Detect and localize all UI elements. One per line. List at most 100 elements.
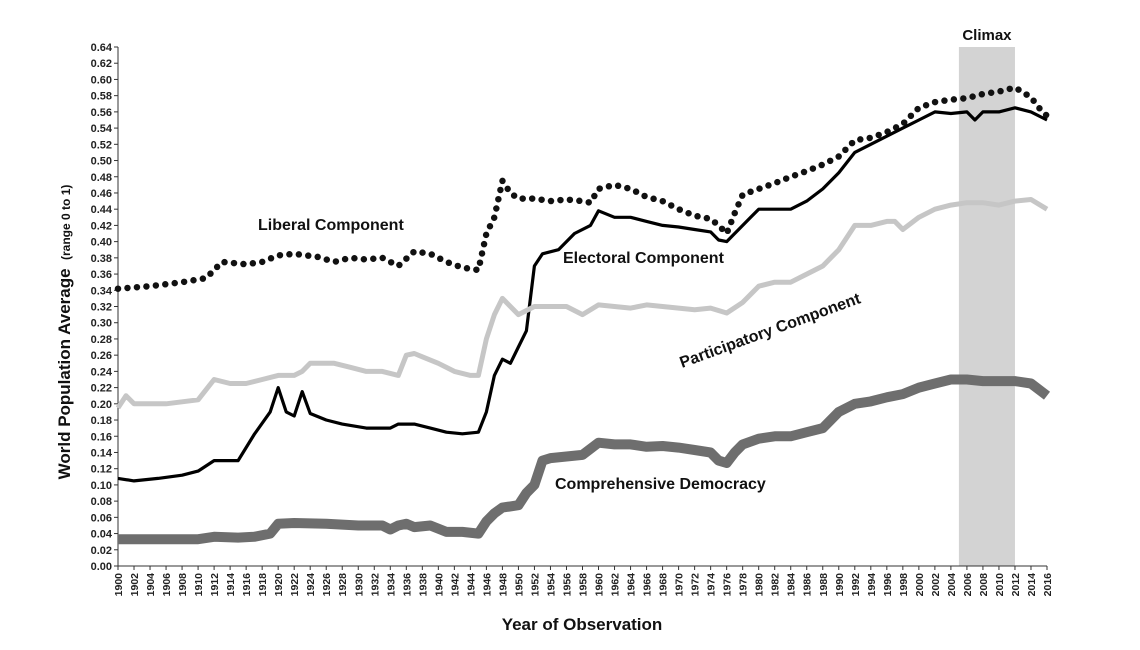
y-axis: 0.00 0.02 0.04 0.06 0.08 0.10 0.12 0.14 0.16 0.18… — [91, 42, 119, 573]
x-tick-label: 1900 — [113, 573, 125, 597]
x-tick-label: 1910 — [193, 573, 205, 597]
y-tick-label: 0.20 — [91, 399, 112, 411]
series-label-participatory: Participatory Component — [678, 290, 864, 372]
y-tick-label: 0.26 — [91, 350, 112, 362]
series-line-liberal-component — [114, 84, 1051, 292]
y-tick-label: 0.64 — [91, 42, 113, 54]
x-tick-label: 1962 — [610, 573, 622, 597]
y-tick-label: 0.18 — [91, 415, 112, 427]
x-tick-label: 1906 — [161, 573, 173, 597]
x-tick-label: 1950 — [513, 573, 525, 597]
y-tick-label: 0.12 — [91, 464, 112, 476]
y-tick-label: 0.44 — [91, 204, 113, 216]
x-tick-label: 1958 — [578, 573, 590, 597]
series-line-comprehensive-democracy — [118, 374, 1051, 545]
y-tick-label: 0.22 — [91, 383, 112, 395]
y-tick-label: 0.10 — [91, 480, 112, 492]
x-tick-label: 1966 — [642, 573, 654, 597]
y-tick-label: 0.34 — [91, 285, 113, 297]
x-tick-label: 1908 — [177, 573, 189, 597]
x-tick-label: 1918 — [257, 573, 269, 597]
y-tick-label: 0.62 — [91, 58, 112, 70]
x-tick-label: 1926 — [321, 573, 333, 597]
x-tick-label: 2008 — [978, 573, 990, 597]
x-tick-label: 1980 — [754, 573, 766, 597]
series-label-comprehensive: Comprehensive Democracy — [555, 476, 766, 493]
y-axis-title: World Population Average (range 0 to 1) — [55, 185, 74, 480]
y-tick-label: 0.30 — [91, 318, 112, 330]
x-tick-label: 1904 — [145, 573, 157, 597]
x-tick-label: 1956 — [561, 573, 573, 597]
y-tick-label: 0.46 — [91, 188, 112, 200]
x-tick-label: 1902 — [129, 573, 141, 597]
y-tick-label: 0.48 — [91, 172, 112, 184]
x-tick-label: 1978 — [738, 573, 750, 597]
x-tick-label: 1994 — [866, 573, 878, 597]
x-axis: 1900 1902 1904 1906 1908 1910 1912 1914 1916 1918… — [113, 565, 1054, 597]
y-tick-label: 0.14 — [91, 447, 113, 459]
x-tick-label: 1992 — [850, 573, 862, 597]
x-tick-label: 1924 — [305, 573, 317, 597]
x-tick-label: 1920 — [273, 573, 285, 597]
x-tick-label: 1934 — [385, 573, 397, 597]
y-tick-label: 0.08 — [91, 496, 112, 508]
x-tick-label: 2012 — [1010, 573, 1022, 597]
climax-band — [958, 47, 1015, 566]
y-tick-label: 0.36 — [91, 269, 112, 281]
y-tick-label: 0.42 — [91, 220, 112, 232]
x-tick-label: 1928 — [337, 573, 349, 597]
x-tick-label: 2000 — [914, 573, 926, 597]
y-tick-label: 0.02 — [91, 545, 112, 557]
x-tick-label: 1938 — [417, 573, 429, 597]
series-line-electoral-component — [117, 106, 1048, 483]
x-tick-label: 2010 — [994, 573, 1006, 597]
x-tick-label: 1952 — [529, 573, 541, 597]
x-tick-label: 2016 — [1042, 573, 1054, 597]
x-tick-label: 1974 — [706, 573, 718, 597]
y-tick-label: 0.54 — [91, 123, 113, 135]
x-tick-label: 1996 — [882, 573, 894, 597]
y-tick-label: 0.24 — [91, 366, 113, 378]
x-tick-label: 2004 — [946, 573, 958, 597]
series-label-electoral: Electoral Component — [563, 250, 725, 267]
x-tick-label: 1972 — [690, 573, 702, 597]
x-tick-label: 1936 — [401, 573, 413, 597]
y-tick-label: 0.16 — [91, 431, 112, 443]
y-tick-label: 0.58 — [91, 91, 112, 103]
x-tick-label: 1916 — [241, 573, 253, 597]
x-tick-label: 1970 — [674, 573, 686, 597]
y-tick-label: 0.06 — [91, 512, 112, 524]
y-tick-label: 0.32 — [91, 302, 112, 314]
y-tick-label: 0.04 — [91, 529, 113, 541]
x-tick-label: 1946 — [481, 573, 493, 597]
y-tick-label: 0.52 — [91, 139, 112, 151]
y-tick-label: 0.56 — [91, 107, 112, 119]
x-tick-label: 1998 — [898, 573, 910, 597]
x-tick-label: 1968 — [658, 573, 670, 597]
x-axis-title: Year of Observation — [502, 615, 663, 634]
x-tick-label: 2006 — [962, 573, 974, 597]
x-tick-label: 1964 — [626, 573, 638, 597]
x-tick-label: 1982 — [770, 573, 782, 597]
x-tick-label: 1930 — [353, 573, 365, 597]
x-tick-label: 1948 — [497, 573, 509, 597]
y-tick-label: 0.00 — [91, 561, 112, 573]
x-tick-label: 1914 — [225, 573, 237, 597]
series-line-participatory-component — [115, 197, 1049, 410]
x-tick-label: 2014 — [1026, 573, 1038, 597]
x-tick-label: 1932 — [369, 573, 381, 597]
x-tick-label: 1940 — [433, 573, 445, 597]
x-tick-label: 2002 — [930, 573, 942, 597]
x-tick-label: 1912 — [209, 573, 221, 597]
y-tick-label: 0.50 — [91, 156, 112, 168]
y-tick-label: 0.60 — [91, 74, 112, 86]
x-tick-label: 1954 — [545, 573, 557, 597]
x-tick-label: 1922 — [289, 573, 301, 597]
x-tick-label: 1960 — [594, 573, 606, 597]
x-tick-label: 1986 — [802, 573, 814, 597]
x-tick-label: 1988 — [818, 573, 830, 597]
y-tick-label: 0.38 — [91, 253, 112, 265]
x-tick-label: 1944 — [465, 573, 477, 597]
series-lines — [114, 84, 1051, 545]
